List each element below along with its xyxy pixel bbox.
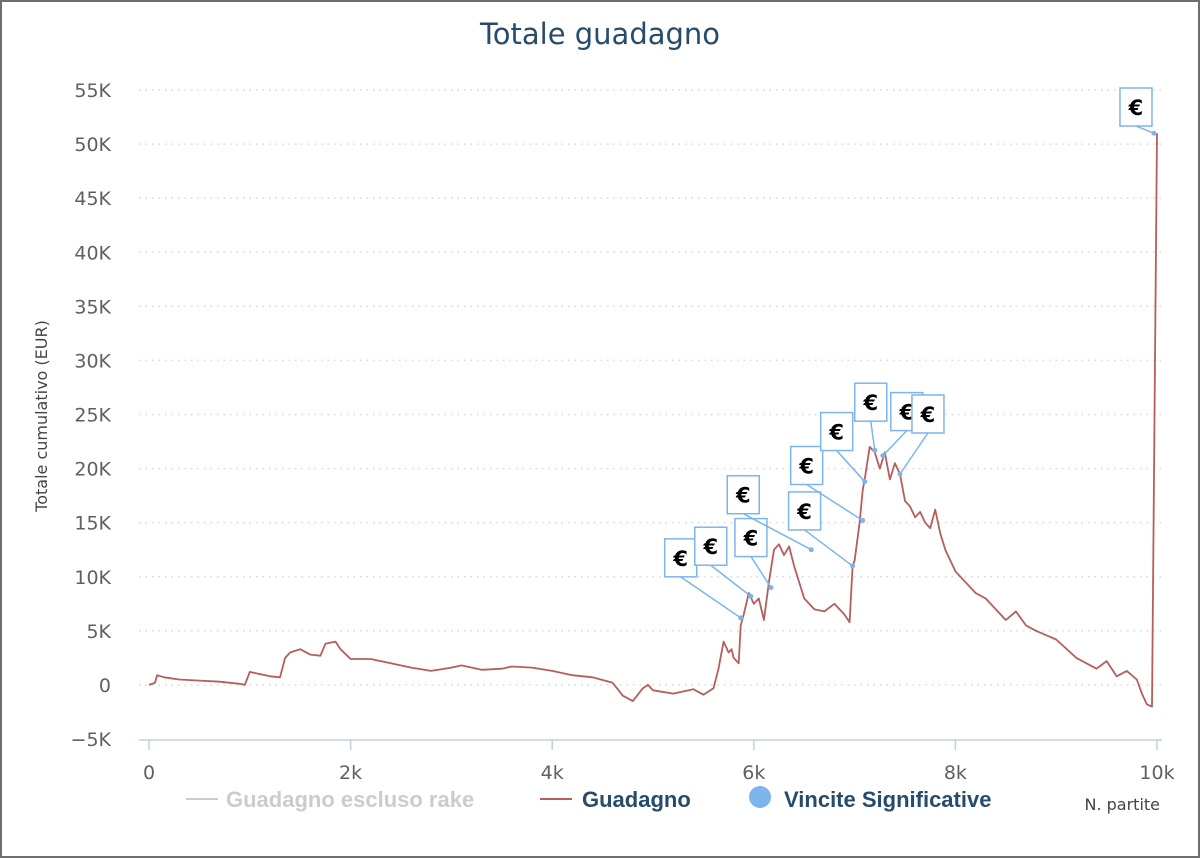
flag-connector (1135, 125, 1155, 134)
flag-box (854, 382, 888, 422)
chart-title: Totale guadagno (479, 17, 720, 51)
flag-connector (742, 513, 812, 551)
y-tick-label: 20K (74, 459, 111, 481)
series-line-guadagno (148, 133, 1158, 708)
euro-icon: € (796, 500, 812, 524)
significant-win-flag[interactable]: € (787, 491, 856, 569)
flag-point (860, 518, 866, 524)
flag-point (880, 453, 886, 459)
axes: −5K 0 5K 10K 15K 20K 25K 30K 35K 40K 45K 50K 55K 0 2k 4… (71, 80, 1175, 784)
significant-win-flag[interactable]: € (694, 526, 754, 599)
significant-win-flag[interactable]: € (819, 411, 868, 485)
x-tick-label: 6k (742, 762, 765, 784)
euro-icon: € (828, 421, 844, 445)
legend-item-guadagno-escluso-rake[interactable]: Guadagno escluso rake (186, 787, 474, 812)
flag-box (726, 474, 761, 515)
flag-box (663, 538, 698, 578)
euro-icon: € (920, 403, 936, 427)
series-layer (148, 133, 1158, 708)
flag-point (850, 563, 856, 569)
y-axis-label: Totale cumulativo (EUR) (32, 320, 51, 513)
flag-connector (710, 564, 752, 597)
flag-connector (882, 430, 908, 457)
flag-box (734, 517, 768, 558)
flag-point (738, 615, 744, 621)
flag-connector (804, 529, 854, 567)
significant-win-flag[interactable]: € (1119, 87, 1157, 136)
y-tick-label: 55K (74, 80, 111, 102)
legend-label-guadagno-escluso-rake: Guadagno escluso rake (226, 787, 474, 812)
x-tick-label: 2k (339, 762, 362, 784)
legend-label-vincite-significative: Vincite Significative (784, 787, 991, 812)
legend-label-guadagno: Guadagno (582, 787, 691, 812)
euro-icon: € (672, 547, 688, 571)
y-tick-label: 30K (74, 350, 111, 372)
flag-connector (806, 483, 864, 522)
y-tick-label: 0 (99, 675, 111, 697)
flag-point (748, 593, 754, 599)
flag-point (1151, 130, 1157, 136)
legend-item-guadagno[interactable]: Guadagno (540, 787, 691, 812)
x-tick-label: 4k (541, 762, 564, 784)
flag-box (789, 445, 824, 486)
legend-dot-icon (749, 786, 771, 808)
x-tick-label: 10k (1139, 762, 1174, 784)
flag-connector (750, 556, 772, 588)
y-tick-label: 35K (74, 296, 111, 318)
euro-icon: € (798, 455, 814, 479)
euro-icon: € (735, 484, 751, 508)
significant-win-flag[interactable]: € (854, 382, 888, 453)
y-tick-label: 15K (74, 513, 111, 535)
flag-box (787, 491, 822, 531)
y-tick-label: 50K (74, 134, 111, 156)
flag-point (862, 479, 868, 485)
euro-icon: € (702, 535, 718, 559)
significant-win-flag[interactable]: € (663, 538, 744, 621)
flag-box (911, 394, 945, 434)
x-tick-label: 8k (944, 762, 967, 784)
y-tick-label: −5K (71, 729, 112, 751)
legend-item-vincite-significative[interactable]: Vincite Significative (749, 786, 991, 812)
flag-connector (836, 450, 866, 483)
flag-point (897, 471, 903, 477)
euro-icon: € (862, 391, 878, 415)
x-axis-label: N. partite (1084, 795, 1160, 814)
euro-icon: € (1128, 96, 1144, 120)
y-tick-label: 5K (86, 621, 111, 643)
flag-connector (870, 421, 876, 451)
flag-point (872, 447, 878, 453)
euro-icon: € (899, 401, 915, 425)
y-tick-label: 45K (74, 188, 111, 210)
significant-win-flag[interactable]: € (734, 517, 774, 591)
grid (139, 89, 1162, 686)
x-tick-label: 0 (143, 762, 155, 784)
y-tick-label: 25K (74, 405, 111, 427)
legend: Guadagno escluso rake Guadagno Vincite S… (186, 786, 991, 812)
significant-win-flag[interactable]: € (789, 445, 866, 524)
flag-point (808, 547, 814, 553)
flag-box (1119, 87, 1153, 127)
significant-win-flag[interactable]: € (897, 394, 945, 477)
flags-layer: € € €€€€€€ € €€ (663, 87, 1157, 621)
y-tick-label: 10K (74, 567, 111, 589)
flag-point (768, 585, 774, 591)
flag-box (694, 526, 728, 566)
flag-connector (680, 576, 742, 619)
y-tick-label: 40K (74, 242, 111, 264)
significant-win-flag[interactable]: € (726, 474, 814, 553)
flag-box (819, 411, 854, 452)
flag-connector (899, 432, 929, 475)
euro-icon: € (743, 527, 759, 551)
